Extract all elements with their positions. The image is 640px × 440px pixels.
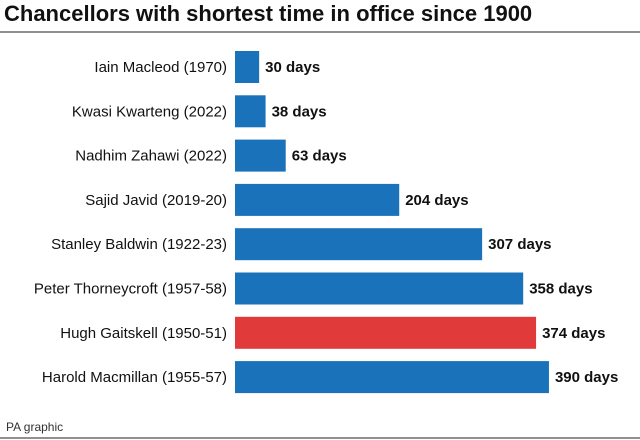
- chart-title: Chancellors with shortest time in office…: [4, 1, 532, 26]
- category-label: Peter Thorneycroft (1957-58): [34, 280, 227, 297]
- bar: [235, 51, 260, 83]
- bar: [235, 139, 286, 172]
- category-label: Kwasi Kwarteng (2022): [72, 103, 227, 120]
- category-label: Nadhim Zahawi (2022): [75, 148, 227, 165]
- bar: [235, 272, 524, 305]
- category-label: Hugh Gaitskell (1950-51): [60, 325, 227, 342]
- category-label: Harold Macmillan (1955-57): [42, 369, 227, 386]
- bar: [235, 316, 537, 349]
- value-label: 374 days: [542, 325, 605, 342]
- value-label: 358 days: [529, 280, 592, 297]
- bar: [235, 183, 400, 216]
- bar: [235, 228, 483, 261]
- source: PA graphic: [6, 420, 63, 434]
- category-label: Stanley Baldwin (1922-23): [51, 236, 227, 253]
- bar: [235, 361, 549, 394]
- value-label: 63 days: [292, 148, 347, 165]
- value-label: 204 days: [405, 192, 468, 209]
- category-label: Sajid Javid (2019-20): [85, 192, 227, 209]
- value-label: 390 days: [555, 369, 618, 386]
- category-label: Iain Macleod (1970): [94, 59, 227, 76]
- bar: [235, 95, 266, 128]
- value-label: 30 days: [265, 59, 320, 76]
- value-label: 307 days: [488, 236, 551, 253]
- value-label: 38 days: [272, 103, 327, 120]
